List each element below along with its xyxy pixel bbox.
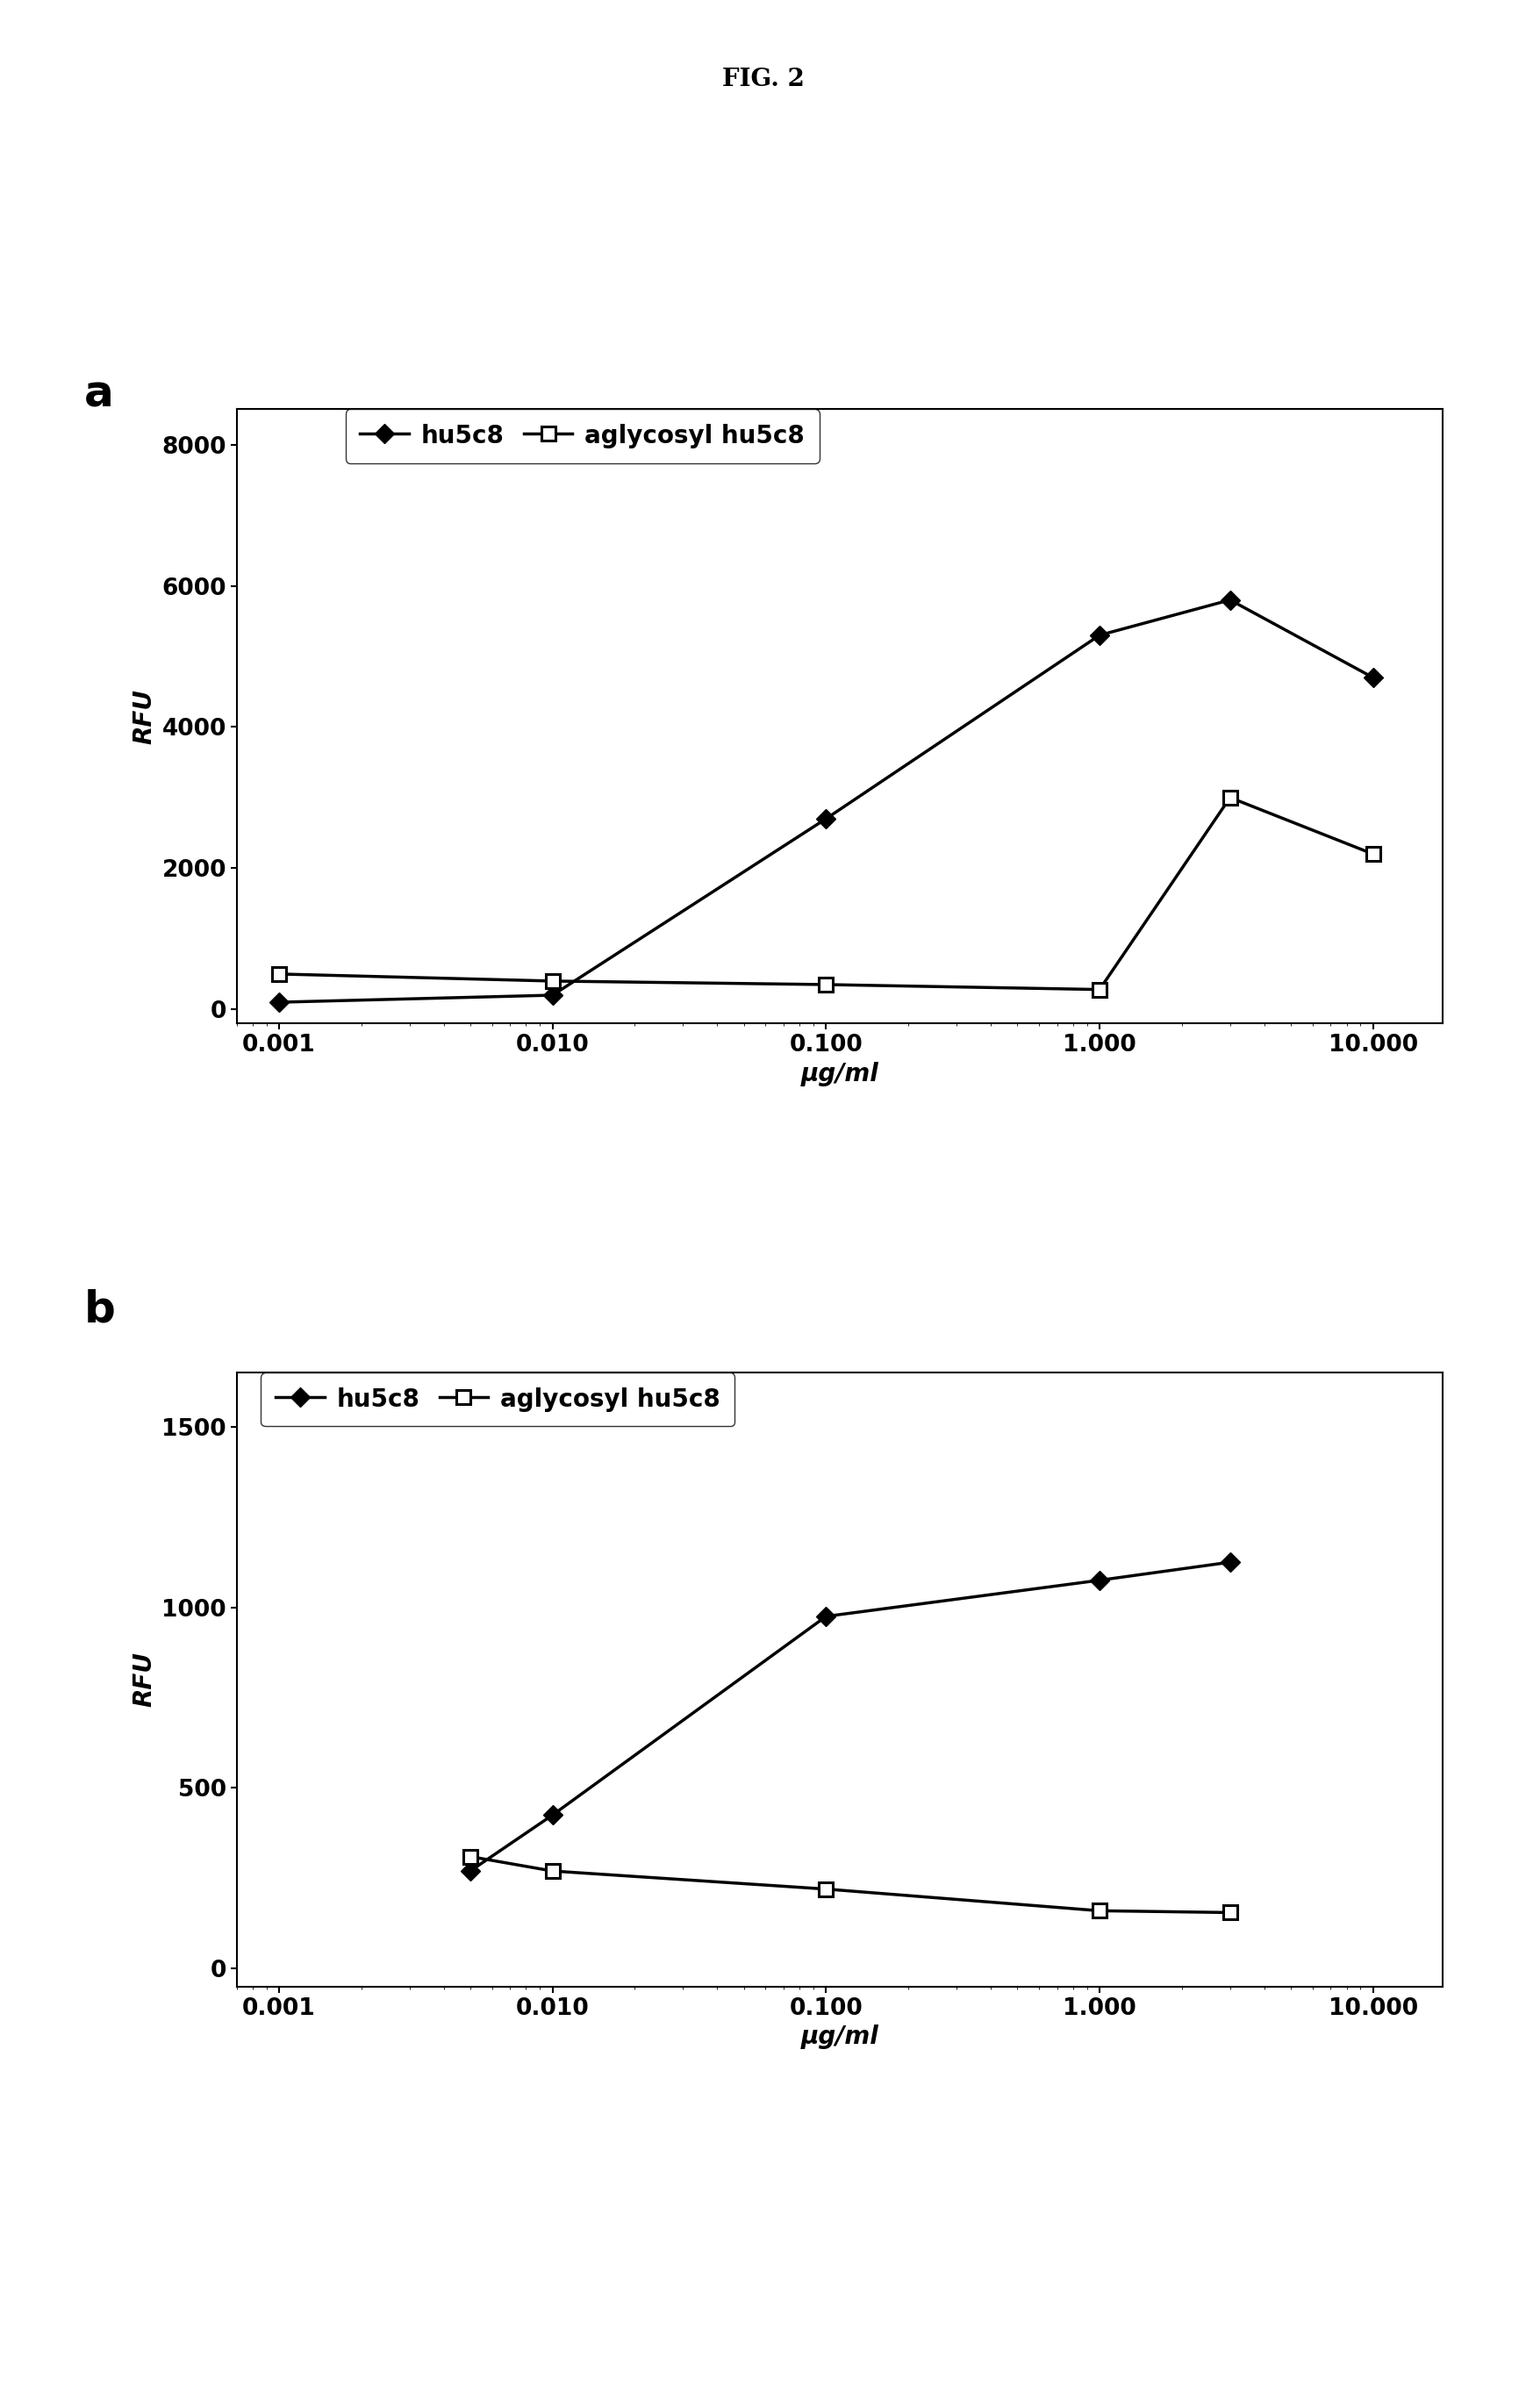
Legend: hu5c8, aglycosyl hu5c8: hu5c8, aglycosyl hu5c8 (345, 409, 819, 462)
hu5c8 (1221, 1548, 1239, 1577)
hu5c8 (270, 987, 288, 1016)
Line: aglycosyl hu5c8: aglycosyl hu5c8 (272, 790, 1380, 997)
aglycosyl hu5c8 (816, 970, 835, 999)
aglycosyl hu5c8 (1090, 975, 1108, 1004)
hu5c8 (543, 1801, 562, 1830)
hu5c8 (816, 804, 835, 833)
Line: hu5c8: hu5c8 (272, 592, 1380, 1009)
Y-axis label: RFU: RFU (133, 689, 157, 744)
Text: a: a (84, 373, 113, 414)
aglycosyl hu5c8 (543, 1857, 562, 1885)
hu5c8 (1221, 585, 1239, 614)
aglycosyl hu5c8 (816, 1873, 835, 1902)
Line: aglycosyl hu5c8: aglycosyl hu5c8 (464, 1849, 1236, 1919)
aglycosyl hu5c8 (1221, 1898, 1239, 1926)
hu5c8 (461, 1857, 479, 1885)
hu5c8 (816, 1601, 835, 1630)
Legend: hu5c8, aglycosyl hu5c8: hu5c8, aglycosyl hu5c8 (261, 1373, 734, 1426)
hu5c8 (1090, 1565, 1108, 1594)
aglycosyl hu5c8 (1363, 840, 1381, 869)
X-axis label: μg/ml: μg/ml (800, 2025, 879, 2049)
Line: hu5c8: hu5c8 (464, 1556, 1236, 1878)
hu5c8 (1090, 621, 1108, 650)
Y-axis label: RFU: RFU (133, 1652, 157, 1707)
Text: b: b (84, 1288, 116, 1329)
aglycosyl hu5c8 (270, 958, 288, 987)
aglycosyl hu5c8 (461, 1842, 479, 1871)
hu5c8 (1363, 662, 1381, 691)
hu5c8 (543, 980, 562, 1009)
Text: FIG. 2: FIG. 2 (722, 67, 804, 92)
aglycosyl hu5c8 (543, 966, 562, 995)
aglycosyl hu5c8 (1221, 783, 1239, 811)
aglycosyl hu5c8 (1090, 1898, 1108, 1926)
X-axis label: μg/ml: μg/ml (800, 1062, 879, 1086)
